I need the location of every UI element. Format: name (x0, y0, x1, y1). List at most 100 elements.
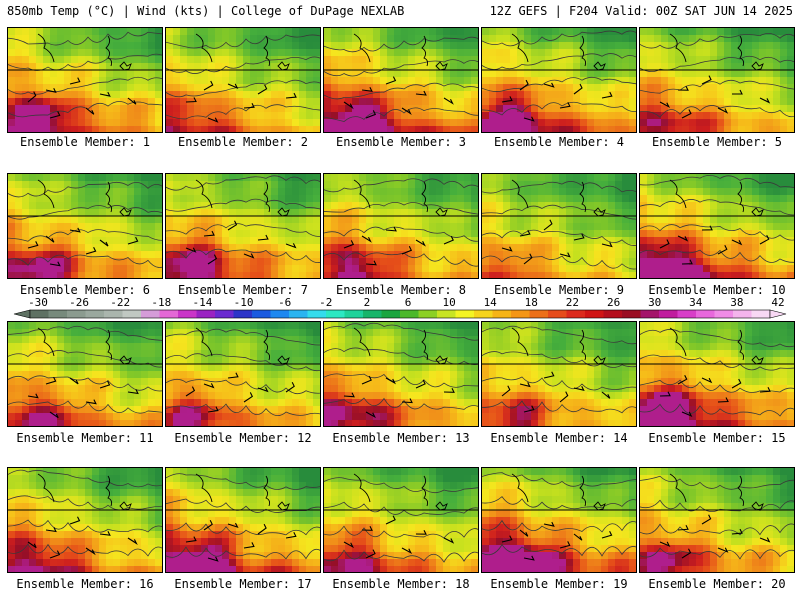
ensemble-member-map (165, 173, 321, 279)
temperature-field (640, 322, 794, 426)
colorbar-swatch (529, 310, 549, 318)
colorbar-tick-label: 10 (442, 296, 455, 309)
colorbar-tick-label: -10 (234, 296, 254, 309)
temperature-field (8, 174, 162, 278)
ensemble-member-map (639, 321, 795, 427)
colorbar-low-arrow (13, 309, 31, 319)
temperature-field (166, 28, 320, 132)
ensemble-member-map (165, 27, 321, 133)
temperature-field (166, 174, 320, 278)
colorbar-swatch (307, 310, 327, 318)
chart-title: 850mb Temp (°C) | Wind (kts) | College o… (7, 4, 405, 18)
run-valid-time: 12Z GEFS | F204 Valid: 00Z SAT JUN 14 20… (489, 4, 793, 18)
colorbar-high-arrow (769, 309, 787, 319)
colorbar-tick-label: -14 (192, 296, 212, 309)
colorbar-swatch (196, 310, 216, 318)
ensemble-member-label: Ensemble Member: 9 (493, 283, 625, 297)
colorbar-swatch (585, 310, 604, 318)
temperature-field (8, 322, 162, 426)
colorbar-swatch (677, 310, 697, 318)
colorbar-swatch (289, 310, 308, 318)
temperature-field (324, 28, 478, 132)
ensemble-member-label: Ensemble Member: 8 (335, 283, 467, 297)
colorbar-tick-label: -2 (319, 296, 332, 309)
ensemble-member-label: Ensemble Member: 18 (332, 577, 470, 591)
ensemble-member-map (7, 467, 163, 573)
temperature-field (640, 174, 794, 278)
colorbar-tick-label: 22 (566, 296, 579, 309)
colorbar-tick-label: 34 (689, 296, 703, 309)
colorbar-swatch (381, 310, 401, 318)
colorbar-swatch (622, 310, 641, 318)
ensemble-member-map (481, 321, 637, 427)
temperature-field (166, 468, 320, 572)
ensemble-member-map (323, 321, 479, 427)
colorbar-swatch (455, 310, 475, 318)
ensemble-member-map (639, 173, 795, 279)
temperature-color-bar: -30 -26 -22 -18 -14 -10 -6 -2 2 6 10 14 18 22 26 30 34 38… (13, 296, 787, 319)
ensemble-member-map (323, 467, 479, 573)
ensemble-member-label: Ensemble Member: 12 (174, 431, 312, 445)
colorbar-tick-label: 30 (648, 296, 661, 309)
temperature-field (324, 322, 478, 426)
colorbar-tick-label: -30 (28, 296, 48, 309)
ensemble-member-label: Ensemble Member: 19 (490, 577, 628, 591)
ensemble-member-label: Ensemble Member: 20 (648, 577, 786, 591)
colorbar-tick-label: -6 (278, 296, 291, 309)
temperature-field (324, 174, 478, 278)
colorbar-tick-label: 6 (405, 296, 412, 309)
colorbar-tick-label: -18 (151, 296, 171, 309)
ensemble-member-label: Ensemble Member: 17 (174, 577, 312, 591)
colorbar-swatch (659, 310, 678, 318)
ensemble-member-map (165, 321, 321, 427)
colorbar-swatch (733, 310, 752, 318)
colorbar-swatch (233, 310, 253, 318)
colorbar-swatch (714, 310, 734, 318)
temperature-field (482, 174, 636, 278)
ensemble-member-map (7, 173, 163, 279)
colorbar-swatch (640, 310, 660, 318)
ensemble-member-map (165, 467, 321, 573)
colorbar-tick-label: 42 (771, 296, 784, 309)
ensemble-member-map (7, 27, 163, 133)
colorbar-tick-label: 14 (484, 296, 498, 309)
colorbar-swatch (270, 310, 290, 318)
temperature-field (482, 468, 636, 572)
colorbar-tick-label: 26 (607, 296, 620, 309)
ensemble-member-label: Ensemble Member: 16 (16, 577, 154, 591)
colorbar-swatch (48, 310, 68, 318)
temperature-field (324, 468, 478, 572)
ensemble-member-map (7, 321, 163, 427)
colorbar-tick-label: -22 (110, 296, 130, 309)
colorbar-swatch (30, 310, 49, 318)
ensemble-member-label: Ensemble Member: 1 (19, 135, 151, 149)
colorbar-tick-label: 38 (730, 296, 743, 309)
colorbar-swatch (603, 310, 623, 318)
colorbar-swatch (511, 310, 530, 318)
colorbar-swatch (751, 310, 771, 318)
ensemble-member-map (481, 27, 637, 133)
colorbar-swatch (141, 310, 160, 318)
colorbar-swatch (178, 310, 197, 318)
ensemble-member-map (639, 467, 795, 573)
ensemble-member-label: Ensemble Member: 14 (490, 431, 628, 445)
ensemble-member-map (481, 173, 637, 279)
ensemble-member-label: Ensemble Member: 4 (493, 135, 625, 149)
colorbar-swatch (566, 310, 586, 318)
ensemble-member-label: Ensemble Member: 10 (648, 283, 786, 297)
colorbar-tick-label: 2 (364, 296, 371, 309)
colorbar-swatch (104, 310, 123, 318)
colorbar-tick-label: -26 (69, 296, 89, 309)
ensemble-member-label: Ensemble Member: 3 (335, 135, 467, 149)
temperature-field (482, 28, 636, 132)
colorbar-swatch (252, 310, 271, 318)
temperature-field (8, 468, 162, 572)
ensemble-member-map (481, 467, 637, 573)
colorbar-swatch (67, 310, 86, 318)
colorbar-swatch (122, 310, 142, 318)
ensemble-member-label: Ensemble Member: 2 (177, 135, 309, 149)
ensemble-member-label: Ensemble Member: 13 (332, 431, 470, 445)
ensemble-member-label: Ensemble Member: 6 (19, 283, 151, 297)
colorbar-swatch (548, 310, 567, 318)
ensemble-member-label: Ensemble Member: 15 (648, 431, 786, 445)
